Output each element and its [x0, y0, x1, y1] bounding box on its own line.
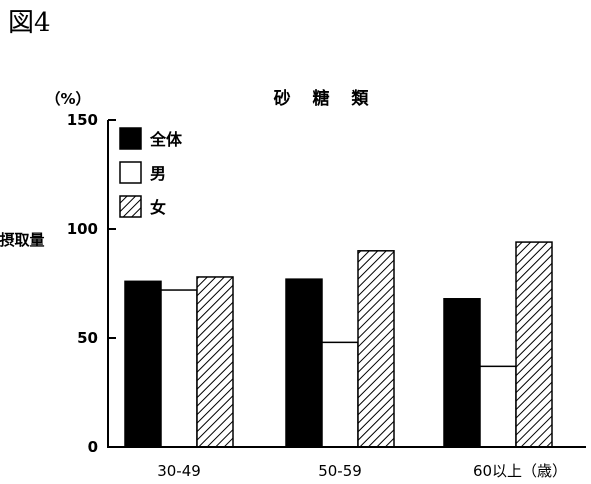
legend-swatch: [119, 127, 142, 150]
bar-male: [479, 365, 517, 448]
y-tick-label: 150: [67, 111, 98, 129]
legend-label: 女: [150, 198, 166, 217]
bar-total: [443, 298, 481, 448]
legend-swatch: [119, 195, 142, 218]
bars: [124, 241, 553, 448]
legend-swatch: [119, 161, 142, 184]
y-tick-label: 50: [77, 329, 98, 347]
bar-female: [357, 250, 395, 448]
bar-total: [124, 280, 162, 448]
legend-label: 男: [150, 164, 166, 183]
y-unit-label: （%）: [45, 90, 90, 108]
bar-female: [515, 241, 553, 448]
bar-male: [321, 341, 359, 448]
bar-male: [160, 289, 198, 448]
bar-female: [196, 276, 234, 448]
legend-label: 全体: [149, 130, 183, 149]
y-tick-label: 0: [88, 438, 98, 456]
x-category-label: 30-49: [157, 462, 201, 480]
chart-title: 砂 糖 類: [274, 88, 377, 109]
x-axis-categories: 30-49 50-59 60以上（歳）: [157, 462, 567, 480]
bar-total: [285, 278, 323, 448]
x-category-label: 60以上（歳）: [473, 462, 567, 480]
y-axis-ticks: 0 50 100 150: [67, 111, 116, 456]
x-category-label: 50-59: [318, 462, 362, 480]
y-axis-label: 摂取量: [0, 231, 45, 249]
y-tick-label: 100: [67, 220, 98, 238]
figure-label: 図4: [8, 8, 51, 38]
